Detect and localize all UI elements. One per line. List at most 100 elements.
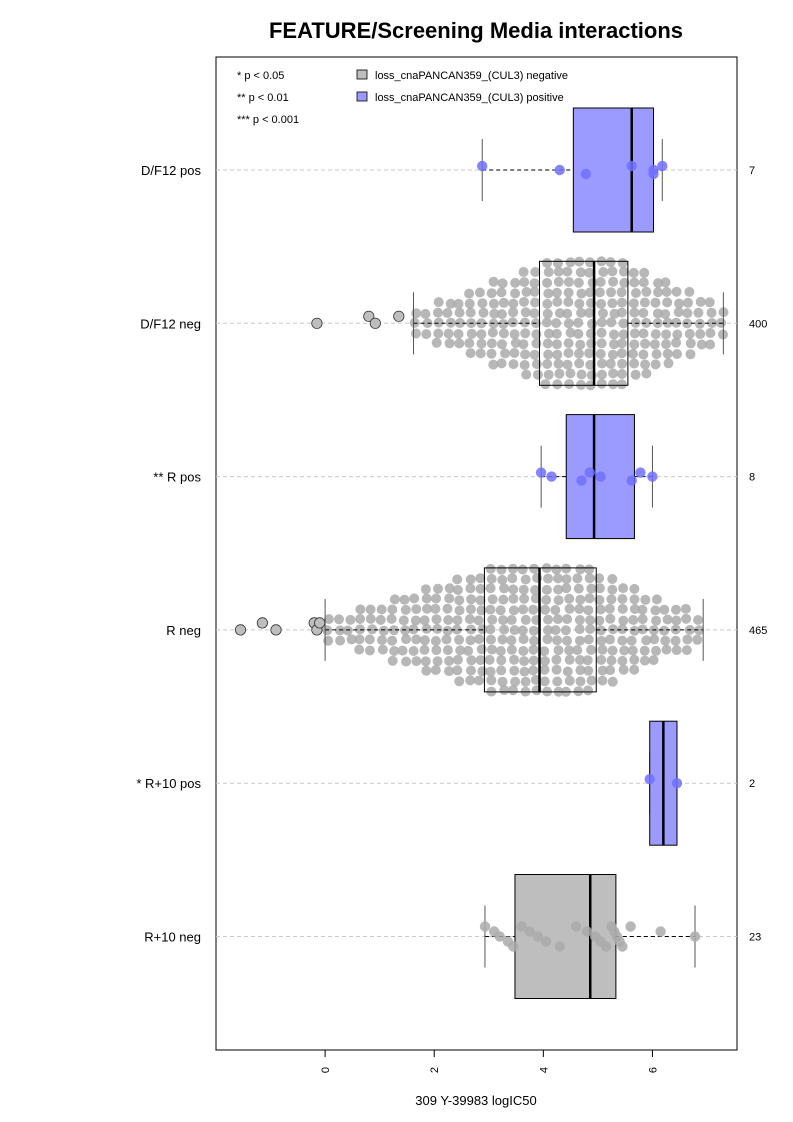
swarm-point xyxy=(671,604,681,615)
swarm-point xyxy=(475,583,486,594)
swarm-point xyxy=(465,574,476,585)
swarm-point xyxy=(551,328,562,339)
swarm-point xyxy=(542,277,553,288)
swarm-point xyxy=(532,369,543,380)
swarm-point xyxy=(552,339,562,350)
swarm-point xyxy=(594,595,605,605)
outlier-point xyxy=(363,310,375,322)
swarm-point xyxy=(671,286,682,297)
swarm-point xyxy=(562,359,573,370)
count-label: 400 xyxy=(749,318,767,330)
swarm-point xyxy=(508,359,519,370)
swarm-point xyxy=(430,603,441,614)
swarm-point xyxy=(671,615,682,626)
swarm-point xyxy=(519,656,530,667)
data-point xyxy=(626,160,637,172)
swarm-point xyxy=(497,339,507,350)
swarm-point xyxy=(606,287,616,298)
swarm-point xyxy=(619,645,630,656)
swarm-point xyxy=(561,583,572,594)
swarm-point xyxy=(475,655,486,666)
swarm-point xyxy=(561,563,572,574)
swarm-point xyxy=(575,676,586,687)
swarm-point xyxy=(543,288,554,299)
swarm-point xyxy=(552,258,563,269)
swarm-point xyxy=(706,307,717,318)
swarm-point xyxy=(430,636,441,646)
swarm-point xyxy=(609,339,619,350)
swarm-point xyxy=(466,655,477,666)
swarm-point xyxy=(637,624,648,635)
swarm-point xyxy=(399,594,410,605)
swarm-point xyxy=(496,655,507,666)
swarm-point xyxy=(574,615,585,625)
data-point xyxy=(635,467,646,478)
data-point xyxy=(554,164,565,176)
data-point xyxy=(617,941,628,952)
swarm-point xyxy=(346,634,357,645)
swarm-point xyxy=(595,604,606,615)
swarm-point xyxy=(420,656,431,667)
swarm-point xyxy=(551,664,562,675)
swarm-point xyxy=(705,339,716,350)
swarm-point xyxy=(584,267,595,278)
swarm-point xyxy=(562,266,573,277)
swarm-point xyxy=(520,349,531,360)
swarm-point xyxy=(544,328,554,339)
count-label: 2 xyxy=(749,778,755,790)
swarm-point xyxy=(584,564,595,575)
swarm-point xyxy=(616,348,627,359)
swarm-point xyxy=(609,329,619,340)
swarm-point xyxy=(671,317,682,328)
swarm-point xyxy=(485,666,496,677)
swarm-point xyxy=(529,286,540,297)
swarm-point xyxy=(387,635,398,646)
swarm-point xyxy=(563,338,574,349)
outlier-point xyxy=(256,617,268,629)
swarm-point xyxy=(553,276,564,287)
swarm-point xyxy=(638,328,649,339)
swarm-point xyxy=(616,338,627,349)
swarm-point xyxy=(518,634,529,645)
swarm-point xyxy=(585,615,596,626)
swarm-point xyxy=(389,646,400,656)
swarm-point xyxy=(509,625,520,636)
data-point xyxy=(644,774,655,785)
swarm-point xyxy=(528,625,539,636)
swarm-point xyxy=(552,635,563,646)
swarm-point xyxy=(474,287,485,298)
swarm-point xyxy=(529,349,540,360)
swarm-point xyxy=(641,635,652,646)
swarm-point xyxy=(354,634,365,645)
swarm-point xyxy=(616,287,627,298)
swarm-point xyxy=(551,318,562,329)
swarm-point xyxy=(476,605,487,616)
swarm-point xyxy=(421,665,432,676)
swarm-point xyxy=(573,328,584,339)
swarm-point xyxy=(542,258,552,268)
swarm-point xyxy=(563,348,574,358)
legend-label-negative: loss_cnaPANCAN359_(CUL3) negative xyxy=(375,70,568,82)
swarm-point xyxy=(562,635,572,646)
swarm-point xyxy=(455,645,466,656)
swarm-point xyxy=(661,329,672,340)
swarm-point xyxy=(498,594,509,605)
swarm-point xyxy=(509,654,520,665)
swarm-point xyxy=(377,635,387,646)
swarm-point xyxy=(605,665,616,676)
swarm-point xyxy=(586,675,597,686)
swarm-point xyxy=(584,307,595,318)
data-point xyxy=(648,168,659,180)
swarm-point xyxy=(585,359,596,370)
swarm-point xyxy=(507,573,518,584)
plot-frame xyxy=(215,56,738,1051)
swarm-point xyxy=(573,277,584,288)
swarm-point xyxy=(553,595,564,606)
data-point xyxy=(657,160,668,172)
swarm-clouds xyxy=(322,256,729,697)
swarm-point xyxy=(498,615,509,626)
swarm-point xyxy=(540,604,551,615)
swarm-point xyxy=(576,369,587,380)
swarm-point xyxy=(617,635,628,646)
swarm-point xyxy=(485,583,496,594)
